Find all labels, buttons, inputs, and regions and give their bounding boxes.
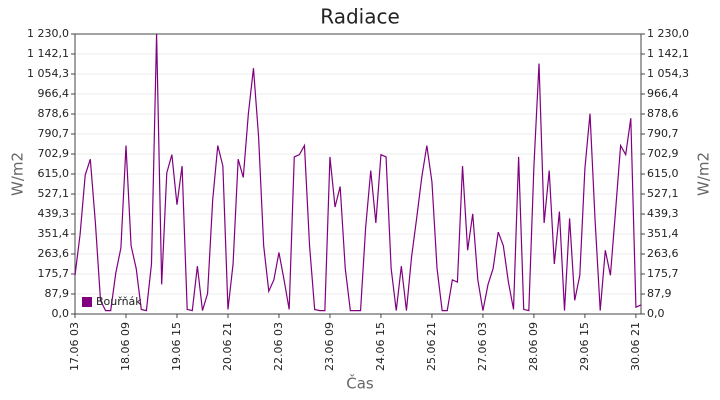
y-tick-label: 1 230,0 [27,27,69,40]
y-tick-label: 790,7 [38,127,70,140]
y2-tick-label: 615,0 [647,167,679,180]
chart-title: Radiace [320,5,400,29]
x-tick-label: 23.06 09 [323,322,336,371]
x-axis-label: Čas [346,374,374,393]
y-tick-label: 1 142,1 [27,47,69,60]
y-tick-label: 1 054,3 [27,67,69,80]
y2-tick-label: 351,4 [647,227,679,240]
y2-tick-label: 966,4 [647,87,679,100]
plot-frame [74,33,642,315]
y-tick-label: 0,0 [52,307,70,320]
y2-tick-label: 87,9 [647,287,672,300]
y-tick-label: 615,0 [38,167,70,180]
y-tick-label: 966,4 [38,87,70,100]
y2-tick-label: 263,6 [647,247,679,260]
x-tick-label: 18.06 09 [119,322,132,371]
y2-axis-label: W/m2 [695,152,713,196]
y-axis-label: W/m2 [9,152,27,196]
x-tick-label: 30.06 21 [629,322,642,371]
y2-tick-label: 1 230,0 [647,27,689,40]
x-tick-label: 28.06 09 [527,322,540,371]
x-tick-label: 29.06 15 [578,322,591,371]
y-tick-label: 439,3 [38,207,70,220]
legend-label: Bouřňák [96,295,142,308]
x-tick-label: 24.06 15 [374,322,387,371]
y-tick-label: 263,6 [38,247,70,260]
y-tick-label: 175,7 [38,267,70,280]
y2-tick-label: 790,7 [647,127,679,140]
legend-swatch [82,297,92,307]
y2-tick-label: 1 142,1 [647,47,689,60]
y2-tick-label: 527,1 [647,187,679,200]
x-tick-label: 27.06 03 [476,322,489,371]
x-tick-label: 22.06 03 [272,322,285,371]
x-tick-label: 20.06 21 [221,322,234,371]
y2-tick-label: 1 054,3 [647,67,689,80]
y-tick-label: 87,9 [45,287,70,300]
y2-tick-label: 439,3 [647,207,679,220]
x-tick-label: 19.06 15 [170,322,183,371]
data-line [74,33,642,312]
y-tick-label: 351,4 [38,227,70,240]
y2-tick-label: 702,9 [647,147,679,160]
x-tick-label: 17.06 03 [68,322,81,371]
y2-tick-label: 0,0 [647,307,665,320]
x-tick-label: 25.06 21 [425,322,438,371]
y2-tick-label: 175,7 [647,267,679,280]
y-tick-label: 878,6 [38,107,70,120]
y2-tick-label: 878,6 [647,107,679,120]
y-tick-label: 527,1 [38,187,70,200]
y-tick-label: 702,9 [38,147,70,160]
